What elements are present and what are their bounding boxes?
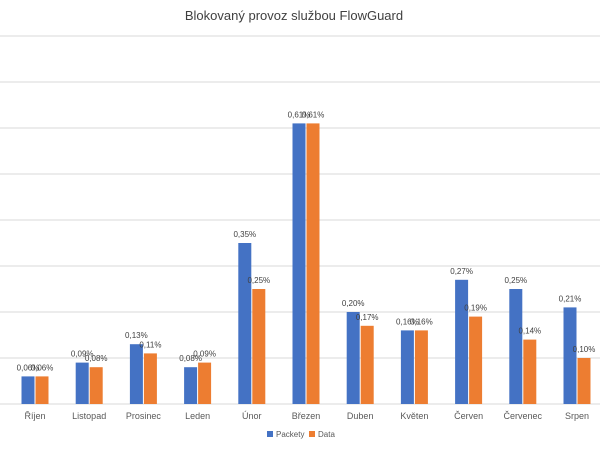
bar-packety-3 — [129, 344, 143, 404]
x-tick-label: Březen — [292, 411, 321, 421]
bar-data-5 — [252, 289, 266, 404]
legend-swatch-packety — [267, 431, 273, 437]
data-label-packety-11: 0,21% — [559, 294, 582, 303]
bar-data-6 — [306, 123, 320, 405]
bar-packety-7 — [346, 312, 360, 404]
x-axis: Říjen Listopad Prosinec Leden Únor Březen Dube… — [24, 411, 589, 421]
chart-title: Blokovaný provoz službou FlowGuard — [185, 8, 403, 23]
x-tick-label: Prosinec — [126, 411, 162, 421]
x-tick-label: Únor — [242, 411, 262, 421]
data-label-packety-9: 0,27% — [450, 267, 473, 276]
data-label-data-3: 0,11% — [139, 340, 161, 349]
bar-packety-8 — [400, 330, 414, 404]
data-label-packety-3: 0,13% — [125, 331, 148, 340]
data-label-data-2: 0,08% — [85, 354, 108, 363]
data-label-packety-8: 0,16% — [396, 317, 419, 326]
x-tick-label: Červen — [454, 411, 483, 421]
legend: Packety Data — [267, 430, 335, 439]
data-label-packety-4: 0,08% — [179, 354, 202, 363]
bar-packety-9 — [455, 279, 469, 404]
bar-data-3 — [143, 353, 157, 404]
bar-data-9 — [469, 316, 483, 404]
legend-label-data: Data — [318, 430, 335, 439]
data-label-data-1: 0,06% — [31, 363, 54, 372]
data-label-packety-5: 0,35% — [233, 230, 256, 239]
x-tick-label: Červenec — [504, 411, 543, 421]
data-label-packety-10: 0,25% — [504, 276, 527, 285]
data-label-data-6: 0,61% — [302, 110, 325, 119]
x-tick-label: Srpen — [565, 411, 589, 421]
data-label-data-10: 0,14% — [518, 327, 541, 336]
bar-data-1 — [35, 376, 49, 404]
bar-data-7 — [360, 325, 374, 404]
bars — [21, 123, 591, 405]
data-label-packety-2: 0,09% — [71, 350, 94, 359]
data-label-data-7: 0,17% — [356, 313, 379, 322]
bar-packety-10 — [509, 289, 523, 404]
x-tick-label: Říjen — [24, 411, 45, 421]
x-tick-label: Duben — [347, 411, 374, 421]
x-tick-label: Listopad — [72, 411, 106, 421]
bar-packety-1 — [21, 376, 35, 404]
bar-packety-4 — [184, 367, 198, 404]
legend-label-packety: Packety — [276, 430, 304, 439]
bar-packety-2 — [75, 362, 89, 404]
data-label-data-4: 0,09% — [193, 350, 216, 359]
data-label-data-8: 0,16% — [410, 317, 433, 326]
data-label-packety-7: 0,20% — [342, 299, 365, 308]
data-labels: 0,06%0,06%0,09%0,08%0,13%0,11%0,08%0,09%… — [17, 110, 596, 372]
data-label-data-5: 0,25% — [247, 276, 270, 285]
bar-packety-6 — [292, 123, 306, 405]
data-label-data-9: 0,19% — [464, 304, 487, 313]
bar-data-4 — [198, 362, 212, 404]
data-label-data-11: 0,10% — [573, 345, 596, 354]
x-tick-label: Leden — [185, 411, 210, 421]
bar-data-11 — [577, 358, 591, 404]
bar-data-10 — [523, 339, 537, 404]
bar-data-2 — [89, 367, 103, 404]
legend-swatch-data — [309, 431, 315, 437]
x-tick-label: Květen — [400, 411, 428, 421]
bar-data-8 — [414, 330, 428, 404]
data-label-packety-6: 0,61% — [288, 110, 311, 119]
data-label-packety-1: 0,06% — [17, 363, 40, 372]
bar-packety-11 — [563, 307, 577, 404]
bar-packety-5 — [238, 243, 252, 404]
